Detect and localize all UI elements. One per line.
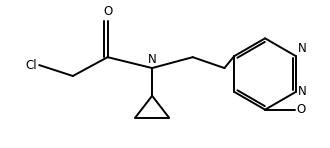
Text: Cl: Cl: [26, 59, 37, 72]
Text: N: N: [298, 42, 307, 55]
Text: O: O: [103, 5, 112, 17]
Text: N: N: [298, 85, 307, 98]
Text: O: O: [297, 103, 306, 116]
Text: N: N: [148, 53, 156, 66]
